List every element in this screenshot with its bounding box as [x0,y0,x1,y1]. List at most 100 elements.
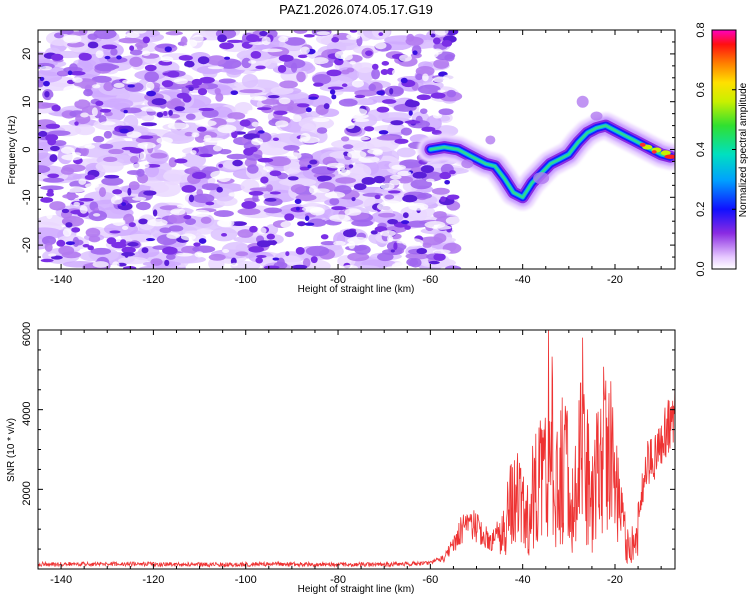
noise-gap [251,137,264,146]
noise-gap [329,214,351,222]
noise-blob-core [431,129,442,135]
noise-blob-core [256,240,272,248]
noise-blob-core [432,37,441,45]
noise-blob [38,227,63,240]
noise-blob-core [197,126,207,132]
noise-gap [349,60,356,65]
noise-gap [344,208,362,216]
noise-gap [280,220,298,229]
spectrogram-y-ticks: -20 -10 0 10 20 [21,29,675,270]
noise-gap [84,144,96,149]
noise-blob-core [387,218,399,225]
noise-gap [352,118,370,123]
noise-blob-core [65,222,73,228]
noise-blob [118,37,142,44]
noise-gap [251,121,259,127]
noise-gap [248,60,257,64]
noise-gap [217,219,232,227]
noise-blob-core [219,42,234,50]
noise-blob-core [128,222,136,228]
noise-blob-core [47,173,60,179]
noise-blob-core [441,39,453,47]
noise-blob-core [308,96,319,100]
noise-gap [190,150,197,155]
noise-blob [129,49,143,56]
noise-gap [422,73,429,82]
noise-blob [103,156,118,162]
noise-gap [140,106,161,112]
noise-blob-core [331,94,337,100]
signal-ridge-band [429,124,672,199]
snr-y-tick-label: 2000 [21,481,33,505]
noise-blob-core [305,107,312,113]
noise-blob [128,181,140,191]
noise-blob-core [230,90,239,96]
noise-blob-core [361,176,376,185]
noise-blob [296,71,306,83]
noise-blob [106,56,128,63]
noise-blob-core [402,212,409,219]
noise-blob-core [307,164,312,169]
noise-blob [42,177,65,183]
noise-gap [110,195,123,205]
noise-blob [261,98,280,105]
noise-blob [331,139,365,149]
noise-blob-core [341,83,348,88]
noise-blob-core [95,100,104,106]
noise-blob [90,247,112,255]
noise-gap [178,154,187,158]
noise-blob-core [246,34,260,43]
noise-blob [302,257,311,268]
noise-blob-core [267,95,280,99]
noise-blob [170,98,182,107]
noise-blob [60,167,75,175]
noise-blob-core [146,90,157,97]
noise-blob-core [56,239,66,247]
noise-blob-core [113,242,125,247]
noise-blob [165,253,176,260]
noise-blob-core [221,233,228,237]
noise-gap [248,110,259,115]
noise-blob [103,130,112,139]
noise-blob-core [199,153,213,158]
noise-blob [213,210,234,217]
noise-blob-core [287,176,299,181]
noise-gap [257,227,267,235]
noise-blob-core [193,242,201,247]
noise-blob-core [343,229,357,238]
noise-blob-core [408,110,413,116]
noise-blob [150,152,168,159]
noise-blob-core [243,147,254,156]
noise-blob-core [161,80,174,88]
noise-blob-core [430,33,436,38]
noise-blob-core [264,197,277,202]
noise-gap [203,134,212,141]
noise-blob-core [232,159,243,167]
noise-blob-core [151,98,167,106]
noise-gap [391,69,400,76]
noise-gap [180,233,196,241]
noise-blob [351,219,374,227]
noise-blob [433,58,450,69]
noise-blob [226,153,248,160]
noise-blob-core [297,221,306,227]
noise-blob [405,252,429,260]
noise-gap [432,113,443,119]
noise-blob [263,207,283,214]
noise-gap [113,82,125,88]
snr-series-line [38,330,675,568]
noise-blob-core [390,249,395,253]
noise-gap [291,114,302,122]
noise-gap [347,150,367,159]
noise-blob [396,147,416,158]
noise-blob-core [259,30,268,37]
noise-blob [201,183,220,191]
noise-blob-core [412,171,427,179]
noise-gap [195,119,217,127]
noise-blob [44,242,53,252]
noise-blob-core [439,171,451,180]
noise-gap [424,220,446,229]
noise-gap [132,196,147,201]
noise-gap [160,56,174,63]
noise-blob-core [47,134,59,141]
